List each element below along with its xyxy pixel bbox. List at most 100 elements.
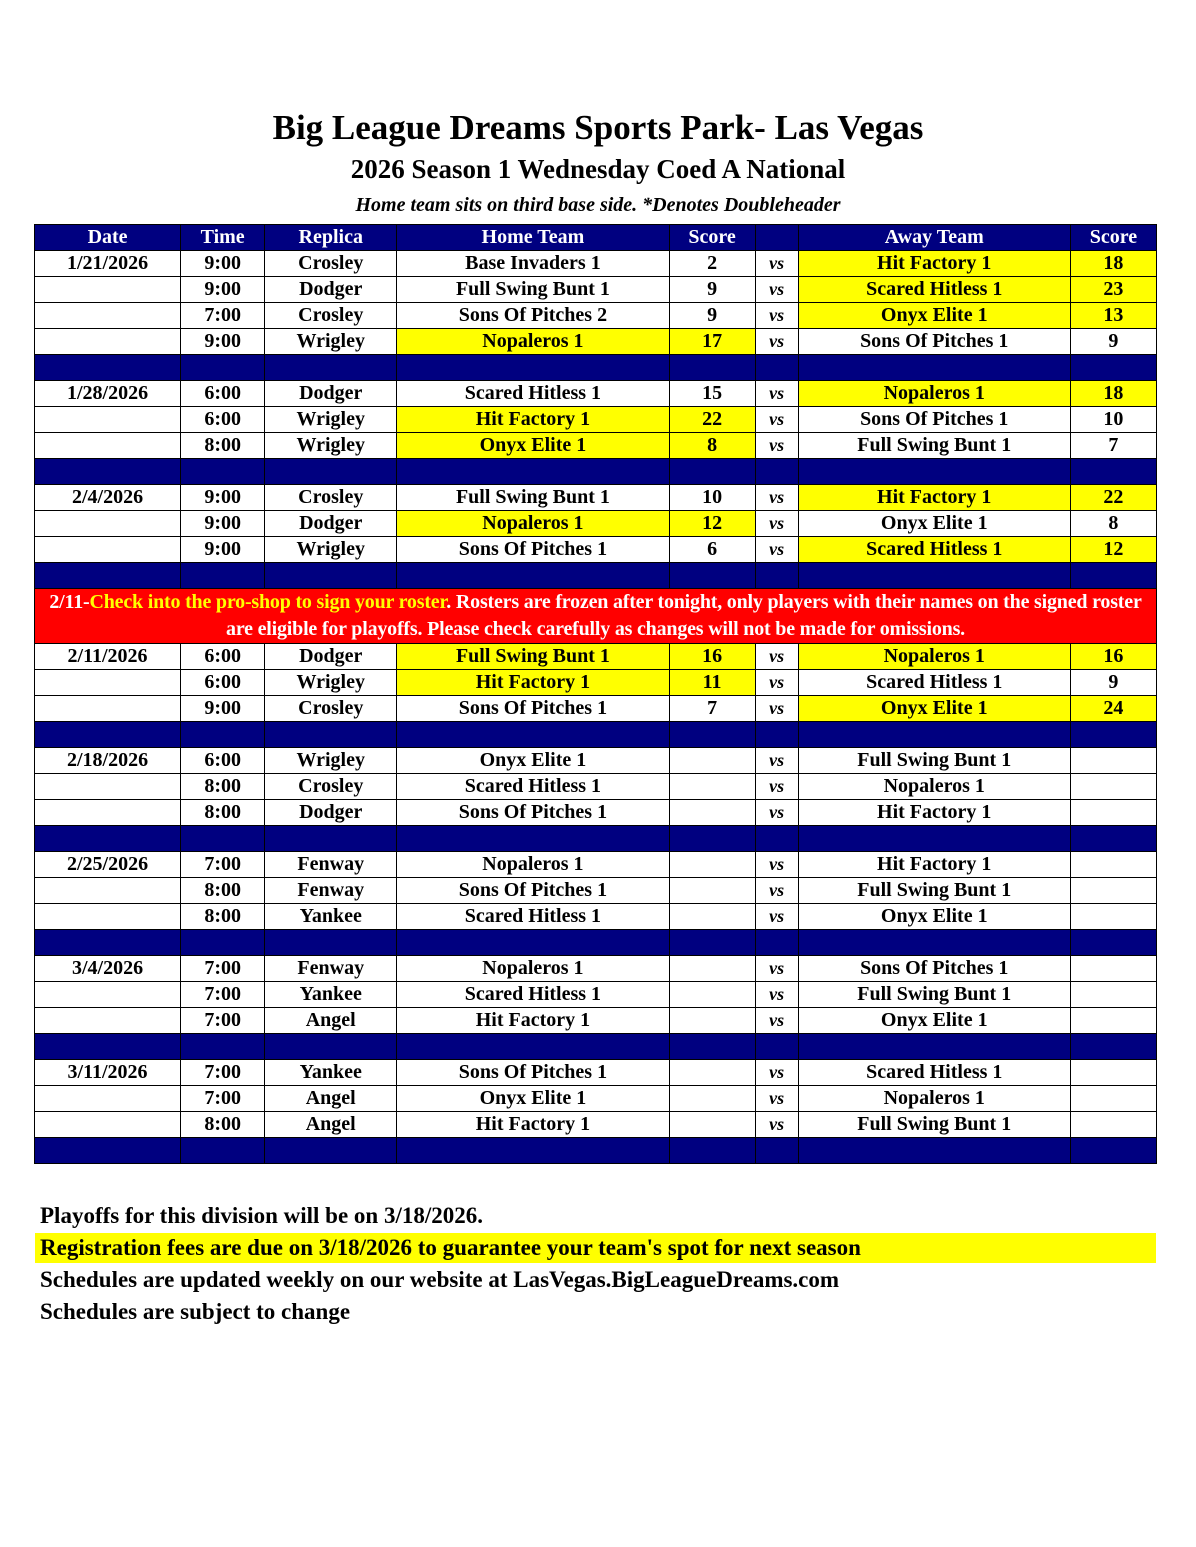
schedule-table: Date Time Replica Home Team Score Away Team Sc… <box>33 224 1158 1164</box>
column-header-time: Time <box>180 224 266 251</box>
game-row: 7:00 Angel Onyx Elite 1 vs Nopaleros 1 <box>33 1085 1158 1112</box>
game-field: Wrigley <box>264 406 398 433</box>
away-score <box>1069 1007 1158 1034</box>
separator-cell <box>1069 825 1158 852</box>
home-team: Scared Hitless 1 <box>396 380 670 407</box>
vs-label: vs <box>754 1085 799 1112</box>
home-score: 10 <box>668 484 756 511</box>
column-header-home-team: Home Team <box>396 224 670 251</box>
home-team: Onyx Elite 1 <box>396 747 670 774</box>
away-team: Sons Of Pitches 1 <box>797 955 1071 982</box>
game-date: 1/21/2026 <box>33 250 182 277</box>
separator-cell <box>180 825 266 852</box>
game-field: Crosley <box>264 250 398 277</box>
game-time: 8:00 <box>180 1111 266 1138</box>
away-team: Full Swing Bunt 1 <box>797 747 1071 774</box>
game-field: Wrigley <box>264 432 398 459</box>
away-team: Sons Of Pitches 1 <box>797 406 1071 433</box>
game-time: 6:00 <box>180 380 266 407</box>
separator-cell <box>754 458 799 485</box>
game-field: Dodger <box>264 380 398 407</box>
disclaimer-note: Schedules are subject to change <box>40 1299 351 1324</box>
home-team: Sons Of Pitches 1 <box>396 536 670 563</box>
game-time: 9:00 <box>180 536 266 563</box>
game-field: Dodger <box>264 643 398 670</box>
game-time: 8:00 <box>180 432 266 459</box>
separator-cell <box>754 562 799 589</box>
game-row: 2/18/2026 6:00 Wrigley Onyx Elite 1 vs Full S… <box>33 747 1158 774</box>
game-date <box>33 799 182 826</box>
home-score: 15 <box>668 380 756 407</box>
separator-cell <box>264 929 398 956</box>
away-score: 18 <box>1069 380 1158 407</box>
away-score: 24 <box>1069 695 1158 722</box>
game-field: Fenway <box>264 877 398 904</box>
home-team: Full Swing Bunt 1 <box>396 643 670 670</box>
away-score: 23 <box>1069 276 1158 303</box>
separator-cell <box>33 825 182 852</box>
home-score: 7 <box>668 695 756 722</box>
home-team: Full Swing Bunt 1 <box>396 276 670 303</box>
home-team: Scared Hitless 1 <box>396 981 670 1008</box>
separator-cell <box>396 562 670 589</box>
game-row: 9:00 Wrigley Nopaleros 1 17 vs Sons Of Pitche… <box>33 328 1158 355</box>
separator-cell <box>754 825 799 852</box>
home-team: Sons Of Pitches 1 <box>396 799 670 826</box>
separator-cell <box>797 929 1071 956</box>
separator-cell <box>754 1137 799 1164</box>
game-time: 8:00 <box>180 799 266 826</box>
game-date <box>33 328 182 355</box>
separator-cell <box>264 1033 398 1060</box>
home-score <box>668 747 756 774</box>
separator-cell <box>33 354 182 381</box>
separator-cell <box>33 458 182 485</box>
registration-highlight <box>35 1233 1156 1263</box>
game-date <box>33 981 182 1008</box>
separator-cell <box>180 354 266 381</box>
game-field: Crosley <box>264 695 398 722</box>
separator-cell <box>264 458 398 485</box>
game-field: Dodger <box>264 799 398 826</box>
away-team: Full Swing Bunt 1 <box>797 877 1071 904</box>
home-score: 6 <box>668 536 756 563</box>
separator-cell <box>1069 929 1158 956</box>
website-note: Schedules are updated weekly on our webs… <box>40 1267 840 1292</box>
home-team: Scared Hitless 1 <box>396 903 670 930</box>
away-score: 16 <box>1069 643 1158 670</box>
column-header-home-score: Score <box>668 224 756 251</box>
home-team: Scared Hitless 1 <box>396 773 670 800</box>
vs-label: vs <box>754 328 799 355</box>
away-score <box>1069 955 1158 982</box>
home-score <box>668 955 756 982</box>
home-score <box>668 981 756 1008</box>
game-time: 9:00 <box>180 328 266 355</box>
game-row: 2/4/2026 9:00 Crosley Full Swing Bunt 1 10 vs… <box>33 484 1158 511</box>
home-score <box>668 1059 756 1086</box>
game-date: 2/25/2026 <box>33 851 182 878</box>
away-team: Scared Hitless 1 <box>797 669 1071 696</box>
separator-row <box>33 1137 1158 1164</box>
home-team: Sons Of Pitches 2 <box>396 302 670 329</box>
home-team: Sons Of Pitches 1 <box>396 877 670 904</box>
game-row: 8:00 Yankee Scared Hitless 1 vs Onyx Elite 1 <box>33 903 1158 930</box>
game-date: 3/11/2026 <box>33 1059 182 1086</box>
home-score <box>668 799 756 826</box>
home-score: 22 <box>668 406 756 433</box>
vs-label: vs <box>754 276 799 303</box>
game-date <box>33 536 182 563</box>
away-team: Onyx Elite 1 <box>797 510 1071 537</box>
vs-label: vs <box>754 536 799 563</box>
separator-cell <box>797 458 1071 485</box>
home-team: Onyx Elite 1 <box>396 1085 670 1112</box>
game-field: Dodger <box>264 510 398 537</box>
separator-cell <box>754 721 799 748</box>
game-row: 3/4/2026 7:00 Fenway Nopaleros 1 vs Sons Of P… <box>33 955 1158 982</box>
home-score: 17 <box>668 328 756 355</box>
vs-label: vs <box>754 302 799 329</box>
vs-label: vs <box>754 981 799 1008</box>
separator-cell <box>180 1137 266 1164</box>
separator-cell <box>396 1137 670 1164</box>
separator-row <box>33 1033 1158 1060</box>
separator-cell <box>668 458 756 485</box>
home-team: Nopaleros 1 <box>396 328 670 355</box>
